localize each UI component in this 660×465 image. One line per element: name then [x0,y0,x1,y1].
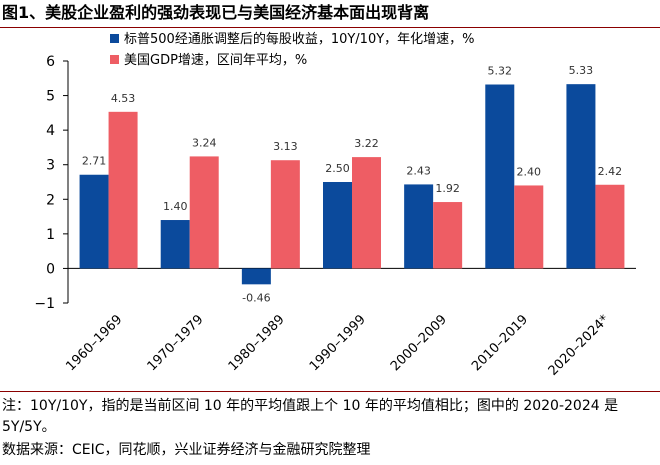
bar [514,185,544,269]
bar [433,202,463,269]
y-tick-label: 4 [46,123,55,139]
legend-entry: 美国GDP增速，区间年平均，% [124,53,307,68]
data-label: 3.24 [192,136,217,149]
title-rule [0,27,660,28]
data-label: 1.92 [435,182,460,195]
x-tick-label: 1960–1969 [63,312,125,374]
x-tick-label: 2020–2024* [546,312,613,379]
chart-note: 注：10Y/10Y，指的是当前区间 10 年的平均值跟上个 10 年的平均值相比… [2,398,619,435]
x-tick-label: 2010–2019 [469,312,531,374]
x-tick-label: 1970–1979 [145,312,207,374]
data-label: 2.43 [406,164,431,177]
bar [404,184,434,269]
bar [566,84,596,269]
data-label: 2.40 [517,165,542,178]
data-label: 2.50 [325,162,350,175]
x-tick-label: 1990–1999 [307,312,369,374]
bar [323,182,352,269]
data-label: 2.42 [598,165,623,178]
data-label: 5.33 [569,64,594,77]
data-labels: 2.71 1.40 -0.46 2.50 2.43 5.32 5.33 4.53 3.24 3.1… [82,64,622,304]
data-label: 5.32 [488,65,513,78]
data-label: 1.40 [163,200,188,213]
y-tick-label: 1 [46,227,55,243]
y-tick-label: −1 [34,296,55,312]
legend: 标普500经通胀调整后的每股收益，10Y/10Y，年化增速，% 美国GDP增速，区… [110,31,475,68]
data-label: 3.22 [354,137,379,150]
bar-chart: 标普500经通胀调整后的每股收益，10Y/10Y，年化增速，% 美国GDP增速，区… [34,31,636,379]
bars [79,84,625,285]
footer-rule [0,391,660,392]
figure-title: 图1、美股企业盈利的强劲表现已与美国经济基本面出现背离 [2,3,430,22]
bar [485,84,515,269]
legend-swatch [110,55,119,64]
legend-swatch [110,34,119,43]
bar [241,268,271,285]
bar [352,157,381,269]
bar [79,174,109,269]
x-tick-label: 1980–1989 [226,312,288,374]
x-tick-label: 2000–2009 [388,312,450,374]
data-source: 数据来源：CEIC，同花顺，兴业证券经济与金融研究院整理 [2,442,371,458]
data-label: -0.46 [242,291,270,304]
y-tick-label: 2 [46,192,55,208]
y-tick-label: 5 [46,89,55,105]
data-label: 2.71 [82,155,107,168]
data-label: 4.53 [111,92,136,105]
y-tick-label: 3 [46,158,55,174]
bar [108,111,138,269]
y-tick-label: 0 [46,261,55,277]
legend-entry: 标普500经通胀调整后的每股收益，10Y/10Y，年化增速，% [124,31,475,47]
y-tick-label: 6 [46,54,55,70]
data-label: 3.13 [273,140,298,153]
bar [595,184,625,269]
bar [189,156,219,269]
bar [270,160,300,269]
bar [160,220,190,269]
